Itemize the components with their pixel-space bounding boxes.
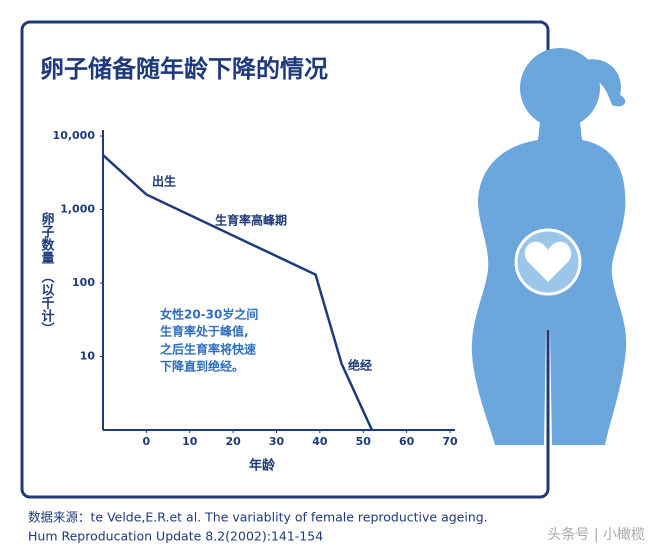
x-tick-label: 0 <box>143 435 151 448</box>
source-line: Hum Reproducation Update 8.2(2002):141-1… <box>28 529 323 544</box>
y-axis-label: （以千计） <box>39 270 56 335</box>
y-tick-label: 10,000 <box>53 129 96 142</box>
x-tick-label: 10 <box>182 435 198 448</box>
x-tick-label: 60 <box>399 435 415 448</box>
x-tick-label: 70 <box>442 435 458 448</box>
x-axis-label: 年龄 <box>249 458 276 474</box>
annotation: 绝经 <box>348 358 372 373</box>
y-axis-label: 卵子数量 <box>39 211 55 265</box>
note-line: 之后生育率将快速 <box>160 342 256 357</box>
y-tick-label: 10 <box>80 350 96 363</box>
x-tick-label: 30 <box>269 435 285 448</box>
chart-title: 卵子储备随年龄下降的情况 <box>40 55 328 83</box>
y-tick-label: 100 <box>72 276 95 289</box>
annotation: 出生 <box>152 174 176 189</box>
source-line: 数据来源：te Velde,E.R.et al. The variablity … <box>28 510 488 525</box>
y-tick-label: 1,000 <box>60 203 95 216</box>
x-tick-label: 40 <box>312 435 328 448</box>
watermark: 头条号 | 小橄榄 <box>547 526 645 543</box>
x-tick-label: 50 <box>356 435 372 448</box>
data-line <box>102 154 374 431</box>
note-line: 生育率处于峰值, <box>160 324 249 339</box>
heart <box>524 241 572 282</box>
note-line: 女性20-30岁之间 <box>160 307 258 322</box>
x-tick-label: 20 <box>225 435 241 448</box>
note-line: 下降直到绝经。 <box>160 359 244 374</box>
annotation: 生育率高峰期 <box>215 213 287 228</box>
